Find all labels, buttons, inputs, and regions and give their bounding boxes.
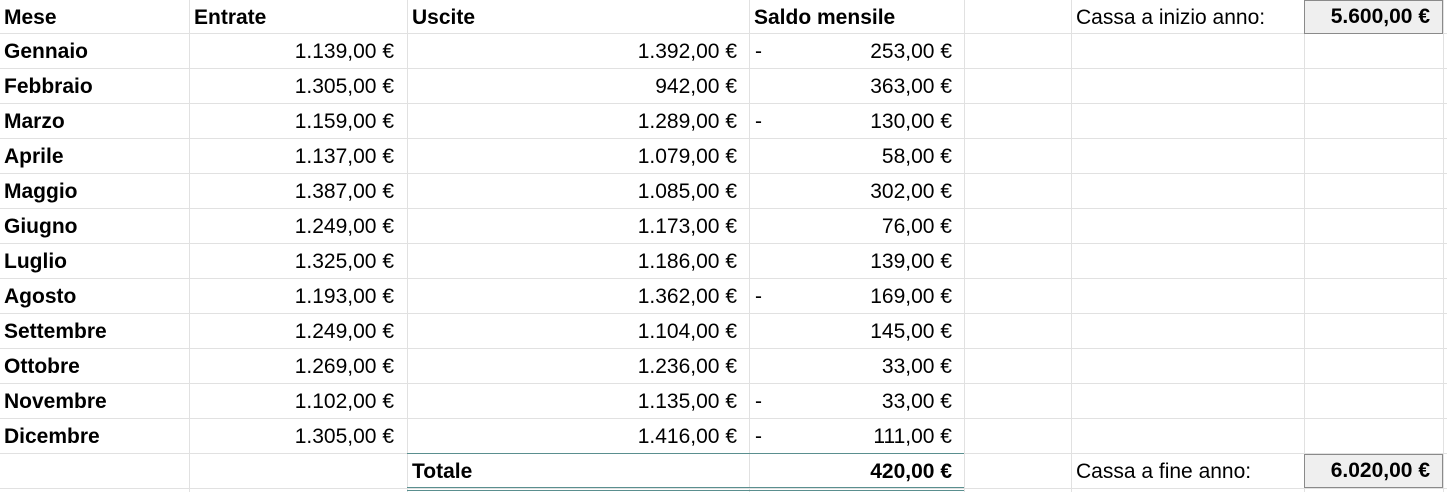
saldo-cell[interactable]: 363,00 € <box>870 75 952 98</box>
saldo-cell[interactable]: 253,00 € <box>870 40 952 63</box>
saldo-sign <box>755 349 769 384</box>
entrate-cell[interactable]: 1.193,00 € <box>294 285 394 308</box>
entrate-cell[interactable]: 1.137,00 € <box>294 145 394 168</box>
uscite-cell[interactable]: 1.236,00 € <box>637 355 737 378</box>
uscite-cell[interactable]: 942,00 € <box>655 75 737 98</box>
month-cell[interactable]: Ottobre <box>4 355 80 378</box>
gridline <box>0 68 1447 69</box>
header-uscite[interactable]: Uscite <box>412 6 476 29</box>
month-cell[interactable]: Marzo <box>4 110 65 133</box>
entrate-cell[interactable]: 1.249,00 € <box>294 215 394 238</box>
uscite-cell[interactable]: 1.392,00 € <box>637 40 737 63</box>
saldo-cell[interactable]: 33,00 € <box>881 390 952 413</box>
month-cell[interactable]: Novembre <box>4 390 107 413</box>
entrate-cell[interactable]: 1.139,00 € <box>294 40 394 63</box>
month-cell[interactable]: Settembre <box>4 320 107 343</box>
saldo-sign: - <box>755 110 762 133</box>
gridline <box>0 103 1447 104</box>
gridline <box>749 0 750 492</box>
saldo-cell[interactable]: 169,00 € <box>870 285 952 308</box>
total-border-top <box>407 453 964 454</box>
saldo-cell[interactable]: 139,00 € <box>870 250 952 273</box>
uscite-cell[interactable]: 1.289,00 € <box>637 110 737 133</box>
gridline <box>964 0 965 492</box>
gridline <box>0 243 1447 244</box>
header-entrate[interactable]: Entrate <box>194 6 267 29</box>
gridline <box>0 33 1447 34</box>
entrate-cell[interactable]: 1.387,00 € <box>294 180 394 203</box>
saldo-cell[interactable]: 130,00 € <box>870 110 952 133</box>
month-cell[interactable]: Giugno <box>4 215 78 238</box>
gridline <box>0 138 1447 139</box>
saldo-cell[interactable]: 302,00 € <box>870 180 952 203</box>
header-saldo-mensile[interactable]: Saldo mensile <box>754 6 896 29</box>
entrate-cell[interactable]: 1.325,00 € <box>294 250 394 273</box>
month-cell[interactable]: Aprile <box>4 145 64 168</box>
total-border-bottom-1 <box>407 487 964 488</box>
header-mese[interactable]: Mese <box>4 6 57 29</box>
saldo-cell[interactable]: 111,00 € <box>873 425 952 448</box>
month-cell[interactable]: Dicembre <box>4 425 100 448</box>
entrate-cell[interactable]: 1.249,00 € <box>294 320 394 343</box>
saldo-sign <box>755 69 769 104</box>
gridline <box>1304 0 1305 492</box>
cassa-inizio-value[interactable]: 5.600,00 € <box>1304 0 1443 34</box>
gridline <box>0 488 1447 489</box>
month-cell[interactable]: Agosto <box>4 285 77 308</box>
uscite-cell[interactable]: 1.085,00 € <box>637 180 737 203</box>
saldo-sign <box>755 314 769 349</box>
gridline <box>0 348 1447 349</box>
entrate-cell[interactable]: 1.305,00 € <box>294 75 394 98</box>
uscite-cell[interactable]: 1.079,00 € <box>637 145 737 168</box>
saldo-sign <box>755 209 769 244</box>
gridline <box>0 383 1447 384</box>
uscite-cell[interactable]: 1.416,00 € <box>637 425 737 448</box>
uscite-cell[interactable]: 1.104,00 € <box>637 320 737 343</box>
saldo-sign: - <box>755 390 762 413</box>
gridline <box>0 208 1447 209</box>
saldo-cell[interactable]: 33,00 € <box>881 355 952 378</box>
gridline <box>1443 0 1444 492</box>
totale-label[interactable]: Totale <box>412 460 473 483</box>
saldo-sign: - <box>755 285 762 308</box>
total-border-bottom-2 <box>407 490 964 491</box>
gridline <box>407 0 408 492</box>
month-cell[interactable]: Febbraio <box>4 75 93 98</box>
saldo-cell[interactable]: 76,00 € <box>881 215 952 238</box>
gridline <box>0 418 1447 419</box>
uscite-cell[interactable]: 1.135,00 € <box>637 390 737 413</box>
cassa-inizio-label[interactable]: Cassa a inizio anno: <box>1076 6 1266 29</box>
cassa-fine-value[interactable]: 6.020,00 € <box>1304 454 1443 488</box>
saldo-sign <box>755 244 769 279</box>
saldo-cell[interactable]: 145,00 € <box>870 320 952 343</box>
gridline <box>1071 0 1072 492</box>
gridline <box>0 278 1447 279</box>
cassa-fine-label[interactable]: Cassa a fine anno: <box>1076 460 1252 483</box>
gridline <box>189 0 190 492</box>
saldo-sign: - <box>755 425 762 448</box>
totale-value[interactable]: 420,00 € <box>870 460 952 483</box>
saldo-sign: - <box>755 40 762 63</box>
uscite-cell[interactable]: 1.186,00 € <box>637 250 737 273</box>
month-cell[interactable]: Gennaio <box>4 40 89 63</box>
saldo-sign <box>755 174 769 209</box>
entrate-cell[interactable]: 1.159,00 € <box>294 110 394 133</box>
uscite-cell[interactable]: 1.362,00 € <box>637 285 737 308</box>
entrate-cell[interactable]: 1.102,00 € <box>294 390 394 413</box>
month-cell[interactable]: Maggio <box>4 180 78 203</box>
gridline <box>0 313 1447 314</box>
gridline <box>0 173 1447 174</box>
entrate-cell[interactable]: 1.269,00 € <box>294 355 394 378</box>
saldo-cell[interactable]: 58,00 € <box>881 145 952 168</box>
uscite-cell[interactable]: 1.173,00 € <box>637 215 737 238</box>
entrate-cell[interactable]: 1.305,00 € <box>294 425 394 448</box>
saldo-sign <box>755 139 769 174</box>
month-cell[interactable]: Luglio <box>4 250 67 273</box>
